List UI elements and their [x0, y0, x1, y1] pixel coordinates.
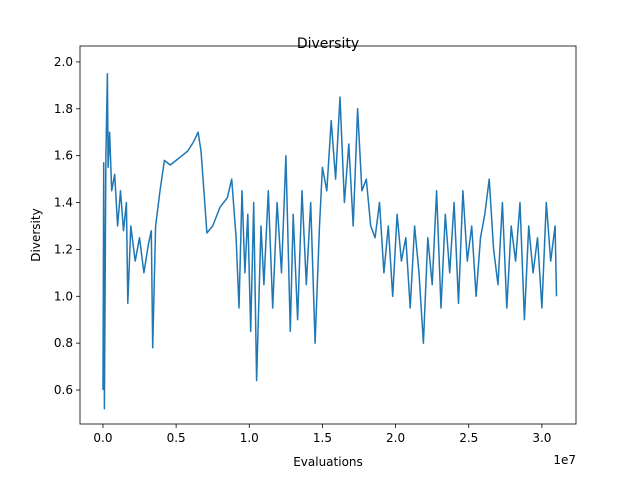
x-axis-label: Evaluations: [293, 455, 363, 469]
y-tick-label: 1.4: [54, 196, 73, 210]
y-axis-label: Diversity: [29, 208, 43, 261]
y-tick-label: 1.6: [54, 149, 73, 163]
y-tick-label: 1.2: [54, 242, 73, 256]
x-offset-label: 1e7: [553, 453, 576, 467]
x-tick-label: 1.5: [313, 431, 332, 445]
y-tick-label: 0.8: [54, 336, 73, 350]
y-tick-label: 2.0: [54, 55, 73, 69]
x-tick-label: 3.0: [532, 431, 551, 445]
x-tick-label: 2.5: [459, 431, 478, 445]
chart-title: Diversity: [297, 36, 359, 52]
x-tick-label: 2.0: [386, 431, 405, 445]
y-tick-label: 1.8: [54, 102, 73, 116]
x-tick-label: 0.0: [93, 431, 112, 445]
x-tick-label: 0.5: [167, 431, 186, 445]
x-tick-label: 1.0: [240, 431, 259, 445]
plot-frame: [79, 45, 577, 425]
data-line: [102, 72, 558, 410]
y-tick-label: 0.6: [54, 383, 73, 397]
y-tick-label: 1.0: [54, 289, 73, 303]
